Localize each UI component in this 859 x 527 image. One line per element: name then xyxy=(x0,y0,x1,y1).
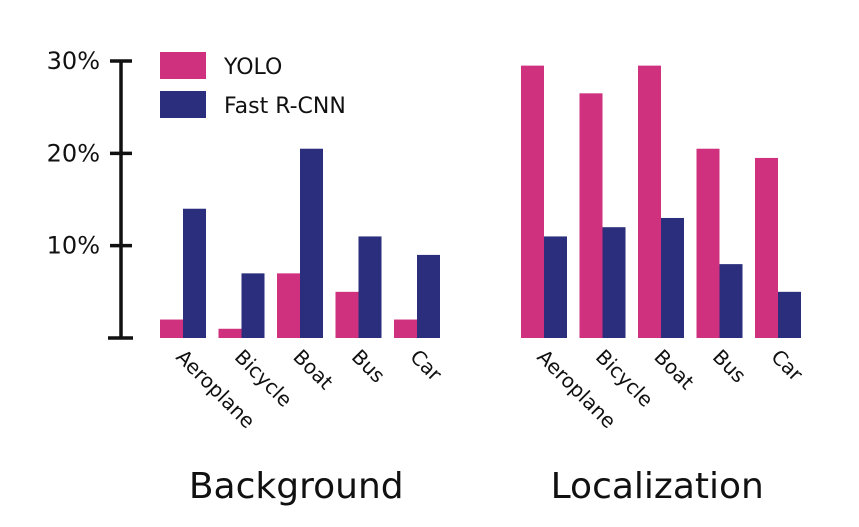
bar-fast-r-cnn-car xyxy=(778,291,801,338)
legend-label: YOLO xyxy=(223,55,282,80)
bar-fast-r-cnn-car xyxy=(417,254,440,338)
category-label: Bus xyxy=(708,345,751,388)
bar-yolo-bicycle xyxy=(579,93,603,338)
legend: YOLO Fast R-CNN xyxy=(160,52,346,119)
bar-yolo-bicycle xyxy=(218,328,242,338)
legend-label: Fast R-CNN xyxy=(224,94,346,119)
legend-swatch xyxy=(160,91,206,118)
group-title: Background xyxy=(189,466,404,507)
group-title: Localization xyxy=(551,466,764,507)
bar-fast-r-cnn-aeroplane xyxy=(183,208,206,338)
y-tick-label: 10% xyxy=(47,232,100,260)
category-label: Boat xyxy=(649,345,699,395)
bar-yolo-bus xyxy=(335,291,359,338)
category-label: Car xyxy=(766,345,808,387)
bars xyxy=(160,65,801,338)
category-label: Boat xyxy=(288,345,338,395)
bar-yolo-car xyxy=(755,157,778,338)
bar-fast-r-cnn-bus xyxy=(719,264,743,338)
bar-fast-r-cnn-bicycle xyxy=(602,227,626,338)
bar-fast-r-cnn-bicycle xyxy=(241,273,265,338)
bar-yolo-boat xyxy=(638,65,661,338)
bar-yolo-aeroplane xyxy=(160,319,183,338)
bar-fast-r-cnn-aeroplane xyxy=(544,236,567,338)
category-label: Car xyxy=(405,345,447,387)
bar-fast-r-cnn-bus xyxy=(358,236,382,338)
y-tick-label: 20% xyxy=(47,139,100,167)
bar-fast-r-cnn-boat xyxy=(300,148,323,338)
legend-swatch xyxy=(160,52,206,79)
bar-yolo-bus xyxy=(696,148,720,338)
y-axis: 10% 20% 30% xyxy=(47,47,133,340)
bar-fast-r-cnn-boat xyxy=(661,217,684,338)
bar-yolo-boat xyxy=(277,273,300,338)
bar-yolo-car xyxy=(394,319,417,338)
bar-yolo-aeroplane xyxy=(521,65,544,338)
y-tick-label: 30% xyxy=(47,47,100,75)
category-label: Bus xyxy=(347,345,390,388)
